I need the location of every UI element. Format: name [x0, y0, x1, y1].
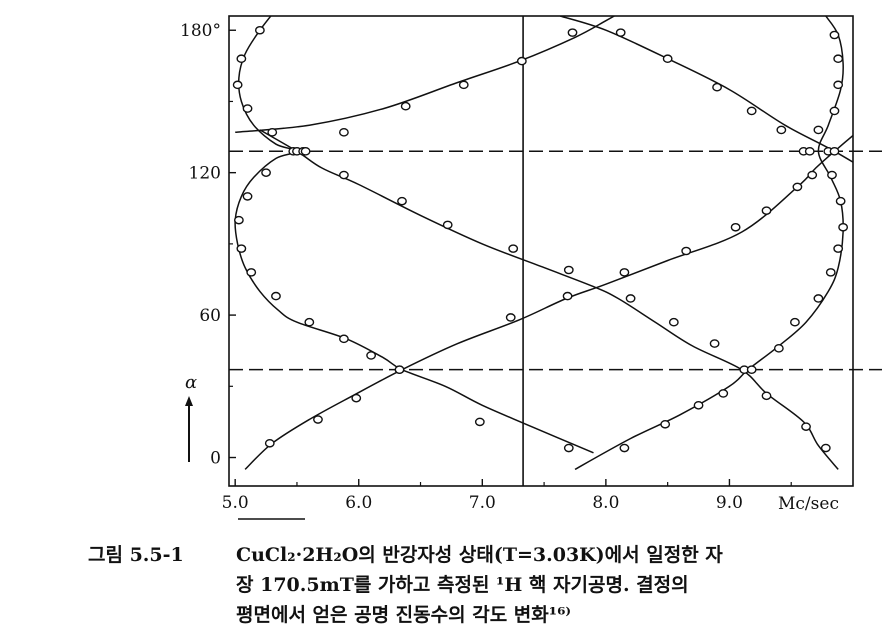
series-0-point-11 [236, 244, 247, 253]
series-4-point-0 [615, 28, 626, 37]
series-5-point-4 [813, 125, 824, 135]
series-1-point-2 [351, 393, 362, 403]
series-4-point-6 [804, 147, 815, 156]
y-axis-arrow [185, 396, 193, 462]
series-3-point-1 [400, 101, 411, 111]
series-1-point-8 [730, 222, 741, 232]
series-5-point-11 [790, 317, 800, 327]
series-2-point-1 [801, 422, 811, 431]
series-4-point-2 [712, 82, 722, 92]
series-5-point-14 [718, 389, 729, 398]
series-1-point-13 [829, 147, 840, 156]
series-0-point-9 [242, 192, 253, 201]
series-0-point-14 [304, 317, 315, 327]
x-tick-label-0: 5.0 [222, 493, 249, 513]
series-4-point-4 [776, 125, 787, 135]
series-5-point-2 [833, 80, 844, 90]
caption-line-3: 평면에서 얻은 공명 진동수의 각도 변화¹⁶⁾ [236, 604, 572, 626]
series-2-point-10 [397, 196, 407, 206]
series-5-point-0 [829, 30, 840, 40]
series-0-point-0 [254, 25, 265, 35]
series-5-point-8 [833, 244, 844, 253]
series-2-point-9 [442, 220, 453, 230]
series-5-point-10 [813, 294, 824, 303]
series-1-point-9 [761, 206, 772, 215]
x-axis-label: Mc/sec [778, 494, 839, 514]
series-2-point-8 [508, 244, 519, 253]
series-1-point-10 [792, 182, 803, 192]
figure-caption: 그림 5.5-1 CuCl₂·2H₂O의 반강자성 상태(T=3.03K)에서 일… [88, 540, 878, 630]
series-5-point-12 [773, 344, 784, 353]
series-0-point-1 [236, 54, 247, 64]
series-1-point-4 [505, 313, 516, 322]
x-tick-label-4: 9.0 [716, 493, 743, 513]
x-tick-label-1: 6.0 [345, 493, 372, 513]
series-5-point-1 [833, 54, 844, 64]
series-0-point-13 [271, 291, 281, 301]
series-5-point-5 [827, 170, 837, 180]
series-5-point-16 [660, 419, 671, 429]
series-0-point-18 [474, 417, 485, 427]
series-1-point-3 [394, 365, 405, 374]
series-2-point-0 [820, 443, 831, 453]
series-4-point-1 [662, 54, 673, 64]
series-5-point-9 [825, 268, 836, 277]
series-5-point-15 [693, 400, 704, 410]
y-tick-label-3: 180° [180, 21, 221, 41]
series-0-point-19 [563, 443, 574, 453]
series-5-point-17 [619, 443, 630, 453]
series-4-curve [559, 16, 853, 163]
y-tick-label-2: 120 [189, 164, 221, 184]
caption-line-1: CuCl₂·2H₂O의 반강자성 상태(T=3.03K)에서 일정한 자 [236, 544, 723, 566]
series-0-curve [234, 16, 594, 454]
series-5-point-3 [829, 106, 840, 116]
series-1-point-7 [681, 246, 692, 256]
series-0-point-15 [339, 334, 349, 344]
series-5-point-7 [838, 222, 849, 232]
series-0-point-4 [267, 128, 278, 137]
series-0-point-12 [246, 268, 257, 277]
series-3-curve [235, 16, 616, 134]
series-2-point-11 [339, 170, 349, 180]
series-1-point-0 [264, 438, 275, 448]
series-0-point-16 [366, 351, 376, 360]
series-0-point-8 [261, 168, 271, 177]
plot-frame [228, 15, 854, 487]
series-3-point-2 [458, 80, 469, 90]
series-1-point-5 [562, 291, 573, 301]
x-tick-label-3: 8.0 [592, 493, 619, 513]
figure-number: 그림 5.5-1 [88, 544, 184, 566]
series-3-point-3 [516, 56, 527, 66]
series-5-point-6 [835, 196, 846, 206]
series-1-point-11 [807, 170, 818, 180]
series-5-point-13 [746, 365, 757, 374]
series-1-point-6 [619, 268, 630, 277]
x-tick-label-2: 7.0 [469, 493, 496, 513]
series-2-point-5 [668, 317, 679, 327]
series-0-point-10 [233, 215, 244, 225]
series-0-point-3 [242, 104, 253, 113]
y-axis-label: α [185, 372, 197, 393]
series-2-point-2 [761, 391, 772, 401]
series-3-point-0 [339, 128, 349, 137]
series-2-point-12 [300, 147, 311, 156]
series-1-curve [244, 134, 853, 470]
series-1-point-1 [313, 415, 323, 424]
series-0-point-2 [232, 80, 243, 90]
y-tick-label-1: 60 [199, 306, 221, 326]
series-4-point-3 [746, 106, 757, 116]
series-2-point-6 [625, 294, 636, 303]
series-2-point-7 [563, 265, 574, 275]
series-2-curve [259, 129, 839, 470]
series-3-point-4 [567, 28, 578, 37]
series-5-curve [574, 16, 844, 471]
caption-line-2: 장 170.5mT를 가하고 측정된 ¹H 핵 자기공명. 결정의 [236, 574, 689, 596]
y-tick-label-0: 0 [210, 449, 221, 469]
series-2-point-4 [709, 339, 720, 348]
